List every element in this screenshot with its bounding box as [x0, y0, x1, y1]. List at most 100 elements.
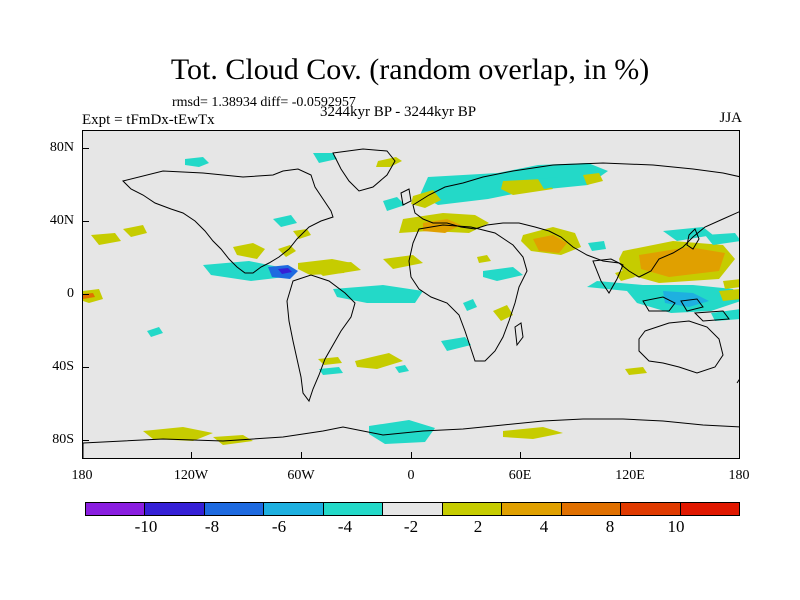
experiment-label: Expt = tFmDx-tEwTx: [82, 112, 215, 128]
colorbar-box: [323, 503, 384, 515]
colorbar-label: 8: [605, 517, 615, 536]
x-tick-mark: [520, 452, 521, 459]
colorbar-box: [502, 503, 562, 515]
y-tick-label: 40N: [49, 213, 74, 228]
y-tick-label: 80S: [52, 432, 74, 447]
colorbar-box: [145, 503, 205, 515]
colorbar-box: [442, 503, 503, 515]
madagascar-outline: [514, 322, 524, 347]
x-tick-label: 180: [71, 468, 93, 483]
anomaly-patch: [333, 285, 423, 303]
anomaly-patch: [411, 190, 441, 208]
y-tick-mark: [82, 294, 89, 295]
colorbar-box: [621, 503, 681, 515]
anomaly-map: [83, 131, 739, 458]
x-tick-mark: [82, 452, 83, 459]
colorbar-label: 2: [473, 517, 483, 536]
anomaly-patch: [383, 197, 405, 211]
anomaly-patch: [383, 255, 423, 269]
anomaly-patch: [588, 241, 606, 251]
colorbar-box: [204, 503, 265, 515]
x-tick-label: 120W: [173, 468, 209, 483]
anomaly-patch: [147, 327, 163, 337]
colorbar-label: 4: [539, 517, 549, 536]
anomaly-patch: [319, 367, 343, 375]
x-tick-mark: [191, 452, 192, 459]
anomaly-patch: [719, 289, 739, 301]
eurasia-outline: [412, 162, 739, 278]
y-tick-mark: [82, 367, 89, 368]
anomaly-patch: [503, 427, 563, 439]
colorbar-box: [680, 503, 739, 515]
x-tick-label: 60W: [287, 468, 315, 483]
colorbar-label: -8: [204, 517, 220, 536]
x-tick-mark: [739, 452, 740, 459]
stats-text: rmsd= 1.38934 diff= -0.0592957: [172, 95, 356, 110]
y-tick-mark: [82, 221, 89, 222]
greenland-outline: [332, 148, 396, 192]
coastlines: [83, 148, 739, 458]
colorbar-box: [561, 503, 622, 515]
new-guinea-outline: [693, 310, 730, 322]
colorbar-box: [86, 503, 146, 515]
anomaly-patch: [705, 233, 739, 245]
anomaly-patch: [376, 157, 402, 167]
anomaly-patch: [278, 268, 292, 274]
x-tick-mark: [630, 452, 631, 459]
uk-outline: [400, 188, 412, 206]
anomaly-patch: [533, 235, 567, 253]
anomaly-patch: [483, 267, 523, 281]
japan-outline: [686, 228, 700, 250]
anomaly-patch: [538, 177, 564, 189]
anomaly-patch: [711, 309, 739, 321]
y-tick-mark: [82, 440, 89, 441]
colorbar-label: -4: [337, 517, 353, 536]
x-tick-mark: [411, 452, 412, 459]
anomaly-patch: [477, 255, 491, 263]
anomaly-patch: [311, 262, 361, 276]
anomaly-patch: [123, 225, 147, 237]
anomaly-patch: [273, 215, 297, 227]
anomaly-patch: [369, 420, 435, 444]
colorbar: [85, 502, 740, 516]
colorbar-label: -2: [403, 517, 419, 536]
anomaly-patch: [185, 157, 209, 167]
north-america-outline: [122, 168, 334, 274]
south-america-outline: [286, 274, 356, 403]
anomaly-patch: [355, 353, 403, 369]
anomaly-patch: [493, 305, 513, 321]
anomaly-patch: [583, 173, 603, 185]
x-tick-mark: [301, 452, 302, 459]
colorbar-box: [383, 503, 443, 515]
x-tick-label: 0: [407, 468, 415, 483]
antarctica-outline: [83, 418, 739, 458]
anomaly-patch: [723, 279, 739, 289]
anomaly-patch: [441, 337, 471, 351]
colorbar-box: [264, 503, 324, 515]
anomaly-patch: [203, 261, 285, 281]
period-label: 3244kyr BP - 3244kyr BP: [320, 104, 477, 120]
x-tick-label: 60E: [508, 468, 532, 483]
x-tick-label: 180: [728, 468, 750, 483]
colorbar-label: -6: [271, 517, 287, 536]
y-tick-mark: [82, 148, 89, 149]
y-tick-label: 0: [67, 286, 74, 301]
india-outline: [592, 258, 624, 294]
anomaly-patch: [233, 243, 265, 259]
island-outline: [680, 298, 704, 312]
anomaly-patch: [91, 233, 121, 245]
australia-outline: [638, 320, 724, 374]
colorbar-label: 10: [667, 517, 685, 536]
anomaly-patch: [313, 153, 337, 163]
x-tick-label: 120E: [615, 468, 645, 483]
anomaly-patch: [639, 247, 725, 277]
anomaly-patch: [625, 367, 647, 375]
anomaly-patch: [463, 299, 477, 311]
anomaly-patch: [395, 365, 409, 373]
y-tick-label: 40S: [52, 359, 74, 374]
figure-title: Tot. Cloud Cov. (random overlap, in %): [170, 53, 650, 86]
season-label: JJA: [719, 110, 742, 126]
anomaly-patch: [143, 427, 213, 441]
anomaly-patch: [501, 179, 553, 195]
